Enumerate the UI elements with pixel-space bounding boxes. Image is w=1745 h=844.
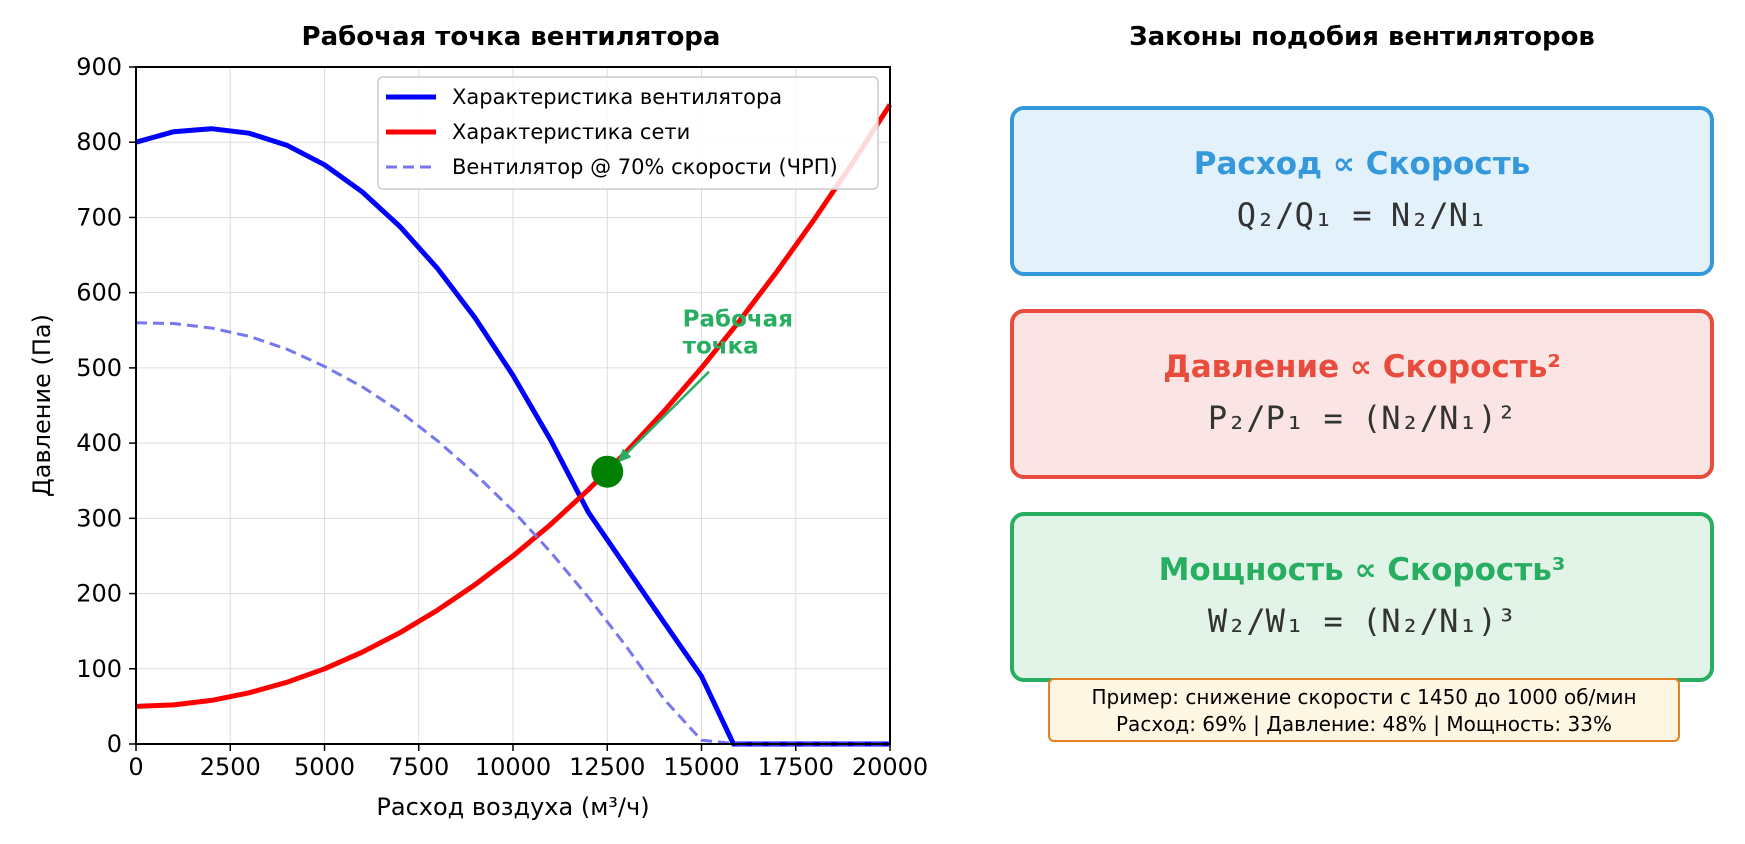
x-tick-label: 0 (128, 753, 143, 781)
pressure-law-box: Давление ∝ Скорость² P₂/P₁ = (N₂/N₁)² (1010, 309, 1714, 479)
laws-title: Законы подобия вентиляторов (1129, 22, 1595, 52)
y-tick-label: 400 (76, 429, 122, 457)
x-tick-label: 5000 (294, 753, 355, 781)
annotation-arrow-shaft (616, 370, 710, 464)
annotation-arrow-head (617, 448, 632, 463)
example-note: Пример: снижение скорости с 1450 до 1000… (1048, 678, 1680, 742)
chart-ticks: 0 2500 5000 7500 10000 12500 15000 17500 20000 0 1… (28, 53, 928, 821)
x-tick-label: 2500 (200, 753, 261, 781)
x-tick-label: 12500 (569, 753, 645, 781)
y-tick-label: 700 (76, 203, 122, 231)
flow-law-formula: Q₂/Q₁ = N₂/N₁ (1236, 196, 1488, 234)
legend-label-0: Характеристика вентилятора (452, 85, 782, 109)
operating-point-marker (591, 455, 624, 488)
y-tick-label: 600 (76, 279, 122, 307)
chart-legend: Характеристика вентилятора Характеристика… (377, 76, 879, 190)
legend-box (377, 76, 879, 190)
x-axis-label: Расход воздуха (м³/ч) (376, 793, 649, 821)
legend-label-1: Характеристика сети (452, 120, 690, 144)
pressure-law-title: Давление ∝ Скорость² (1163, 349, 1561, 385)
annotation-label-line-0: Рабочая (683, 307, 793, 333)
y-tick-label: 800 (76, 128, 122, 156)
y-tick-label: 200 (76, 580, 122, 608)
annotation-label-line-1: точка (683, 334, 759, 360)
chart-title: Рабочая точка вентилятора (301, 22, 721, 52)
example-line-1: Пример: снижение скорости с 1450 до 1000… (1091, 685, 1637, 709)
y-tick-label: 500 (76, 354, 122, 382)
y-tick-label: 300 (76, 504, 122, 532)
x-tick-label: 20000 (852, 753, 928, 781)
y-axis-label: Давление (Па) (28, 314, 56, 497)
chart-series (135, 103, 893, 747)
series-line-0 (135, 126, 890, 747)
flow-law-box: Расход ∝ Скорость Q₂/Q₁ = N₂/N₁ (1010, 106, 1714, 276)
power-law-title: Мощность ∝ Скорость³ (1158, 552, 1566, 588)
y-tick-label: 100 (76, 655, 122, 683)
power-law-formula: W₂/W₁ = (N₂/N₁)³ (1207, 602, 1517, 640)
example-line-2: Расход: 69% | Давление: 48% | Мощность: … (1116, 712, 1612, 736)
x-tick-label: 7500 (388, 753, 449, 781)
flow-law-title: Расход ∝ Скорость (1193, 146, 1531, 182)
power-law-box: Мощность ∝ Скорость³ W₂/W₁ = (N₂/N₁)³ (1010, 512, 1714, 682)
series-line-2 (135, 321, 890, 746)
x-tick-label: 17500 (758, 753, 834, 781)
legend-label-2: Вентилятор @ 70% скорости (ЧРП) (452, 155, 838, 179)
pressure-law-formula: P₂/P₁ = (N₂/N₁)² (1207, 399, 1517, 437)
y-tick-label: 0 (107, 730, 122, 758)
series-line-1 (135, 103, 893, 709)
x-tick-label: 15000 (663, 753, 739, 781)
x-tick-label: 10000 (475, 753, 551, 781)
y-tick-label: 900 (76, 53, 122, 81)
